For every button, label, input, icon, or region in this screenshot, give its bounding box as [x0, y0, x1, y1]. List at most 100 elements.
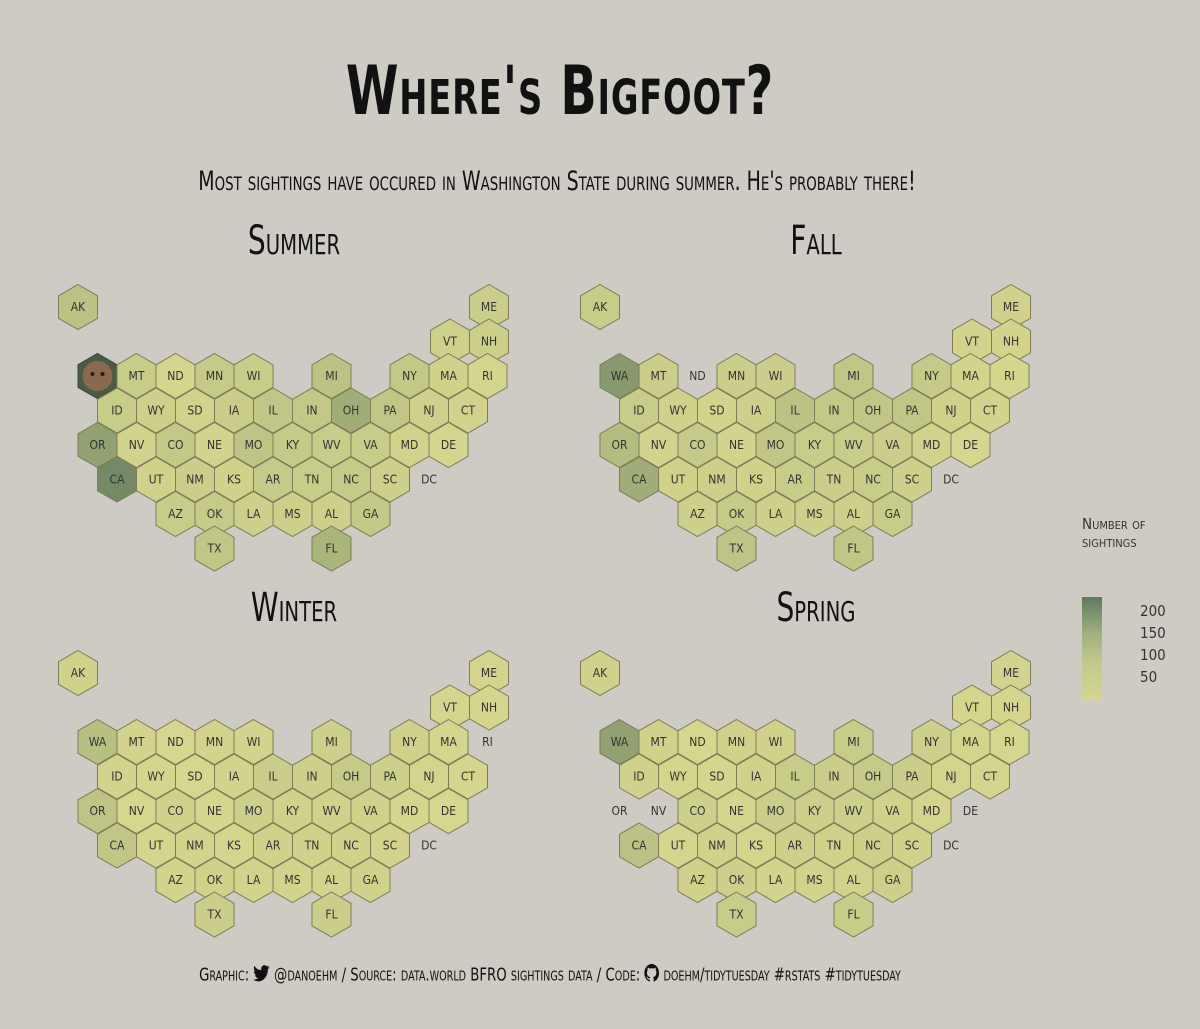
- hex-label-ny: NY: [924, 735, 939, 749]
- hex-nd: ND: [155, 718, 196, 766]
- hex-label-tx: TX: [729, 908, 745, 922]
- caption-code-text: doehm/tidytuesday #rstats #tidytuesday: [663, 964, 901, 986]
- hex-ma: MA: [950, 352, 991, 400]
- hex-tile-ga: [872, 856, 913, 904]
- hex-label-ma: MA: [440, 735, 457, 749]
- hex-ks: KS: [214, 822, 254, 869]
- hex-label-ny: NY: [402, 735, 417, 749]
- hex-label-ar: AR: [788, 839, 803, 853]
- hex-tile-de: [428, 787, 469, 835]
- hex-label-oh: OH: [865, 404, 882, 418]
- hex-label-sd: SD: [187, 404, 202, 418]
- hex-label-id: ID: [111, 770, 123, 784]
- hex-label-ga: GA: [885, 873, 901, 887]
- legend-title-line1: Number of: [1082, 515, 1146, 533]
- hex-va: VA: [350, 421, 391, 469]
- hex-label-ne: NE: [207, 804, 222, 818]
- hex-dc: DC: [943, 473, 959, 487]
- hex-wa: WA: [599, 352, 640, 400]
- caption-code-label: / Code:: [596, 964, 641, 986]
- hex-label-ga: GA: [363, 873, 379, 887]
- hex-label-tn: TN: [826, 473, 842, 487]
- hex-label-tx: TX: [207, 908, 223, 922]
- hex-label-va: VA: [364, 804, 379, 818]
- hex-label-nc: NC: [865, 839, 881, 853]
- hex-label-az: AZ: [690, 873, 705, 887]
- hex-label-md: MD: [923, 438, 941, 452]
- hex-label-va: VA: [886, 804, 901, 818]
- hex-nc: NC: [853, 456, 893, 503]
- hex-co: CO: [677, 421, 718, 469]
- hex-fl: FL: [833, 891, 874, 938]
- hex-mt: MT: [116, 718, 157, 766]
- hex-label-ri: RI: [1004, 369, 1015, 383]
- hex-label-wy: WY: [147, 404, 165, 418]
- hex-pa: PA: [892, 387, 932, 434]
- hex-tile-sc: [370, 822, 410, 869]
- hex-ks: KS: [736, 822, 776, 869]
- panel-title-summer: Summer: [247, 218, 341, 264]
- hex-label-ma: MA: [962, 735, 979, 749]
- hex-sd: SD: [697, 387, 737, 434]
- hex-label-de: DE: [963, 438, 978, 452]
- hex-label-nd: ND: [167, 369, 183, 383]
- hex-label-mn: MN: [206, 369, 223, 383]
- hex-label-or: OR: [90, 438, 106, 452]
- hex-sc: SC: [892, 822, 932, 869]
- hex-label-ca: CA: [110, 473, 126, 487]
- legend-title: Number of sightings: [1082, 515, 1192, 551]
- hex-ak: AK: [580, 649, 620, 697]
- hex-tile-ak: [58, 649, 98, 697]
- hex-label-il: IL: [790, 770, 799, 784]
- hex-label-nv: NV: [129, 438, 145, 452]
- hex-label-nm: NM: [186, 473, 203, 487]
- legend-tick-200: 200: [1140, 602, 1166, 620]
- hex-label-ky: KY: [286, 804, 300, 818]
- hex-fl: FL: [311, 891, 352, 938]
- hex-ak: AK: [58, 649, 98, 697]
- hex-label-ne: NE: [729, 804, 744, 818]
- hex-label-nh: NH: [1003, 701, 1019, 715]
- hex-label-ak: AK: [593, 300, 608, 314]
- hex-label-ma: MA: [440, 369, 457, 383]
- hex-ut: UT: [658, 822, 698, 869]
- hex-ct: CT: [970, 753, 1010, 800]
- hex-label-il: IL: [790, 404, 799, 418]
- hex-label-ri: RI: [482, 735, 493, 749]
- hex-label-id: ID: [111, 404, 123, 418]
- hex-ny: NY: [389, 718, 430, 766]
- hex-label-fl: FL: [847, 542, 859, 556]
- hex-wa: WA: [599, 718, 640, 766]
- hex-label-md: MD: [923, 804, 941, 818]
- hex-label-tn: TN: [304, 473, 320, 487]
- hex-label-wv: WV: [844, 438, 863, 452]
- hex-label-ak: AK: [71, 300, 86, 314]
- hex-label-ct: CT: [983, 404, 998, 418]
- hex-label-or: OR: [612, 438, 628, 452]
- hex-ut: UT: [658, 456, 698, 503]
- hex-label-al: AL: [325, 873, 338, 887]
- hex-label-sc: SC: [383, 839, 397, 853]
- hex-label-ne: NE: [729, 438, 744, 452]
- hex-label-de: DE: [441, 804, 456, 818]
- hex-label-co: CO: [689, 438, 705, 452]
- hex-ga: GA: [872, 856, 913, 904]
- hex-label-nc: NC: [343, 473, 359, 487]
- hex-label-nv: NV: [651, 804, 667, 818]
- hex-label-la: LA: [769, 873, 783, 887]
- hex-label-wa: WA: [611, 735, 629, 749]
- legend-title-line2: sightings: [1082, 533, 1137, 551]
- hex-label-co: CO: [167, 438, 183, 452]
- hex-label-vt: VT: [965, 701, 979, 715]
- hex-label-ks: KS: [749, 473, 763, 487]
- hex-ca: CA: [97, 822, 137, 869]
- hex-nm: NM: [175, 456, 215, 503]
- hex-label-mt: MT: [651, 369, 667, 383]
- hex-label-nd: ND: [167, 735, 183, 749]
- hex-label-id: ID: [633, 770, 645, 784]
- hex-dc: DC: [421, 839, 437, 853]
- hex-label-ks: KS: [749, 839, 763, 853]
- hex-or: OR: [612, 804, 628, 818]
- hex-mi: MI: [833, 352, 874, 400]
- hex-pa: PA: [370, 753, 410, 800]
